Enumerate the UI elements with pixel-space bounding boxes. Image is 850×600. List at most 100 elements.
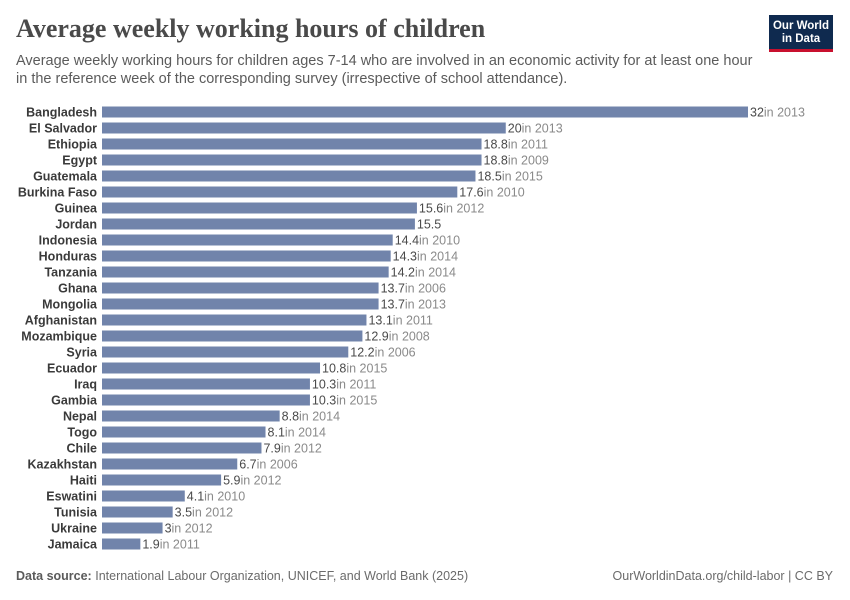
value-label: 7.9in 2012: [263, 442, 321, 456]
value-number: 14.3: [393, 250, 417, 264]
category-label: Mozambique: [21, 330, 97, 344]
value-number: 3.5: [175, 506, 192, 520]
year-label: in 2012: [443, 202, 484, 216]
category-label: El Salvador: [29, 122, 97, 136]
value-number: 14.4: [395, 234, 419, 248]
value-label: 3in 2012: [165, 522, 213, 536]
value-label: 20in 2013: [508, 122, 563, 136]
bar[interactable]: [102, 250, 391, 262]
bar[interactable]: [102, 266, 389, 278]
year-label: in 2012: [240, 474, 281, 488]
bar[interactable]: [102, 218, 415, 230]
value-number: 32: [750, 106, 764, 120]
category-label: Ecuador: [47, 362, 97, 376]
value-number: 10.3: [312, 378, 336, 392]
year-label: in 2013: [405, 298, 446, 312]
bar[interactable]: [102, 106, 748, 118]
source-text[interactable]: International Labour Organization, UNICE…: [95, 569, 469, 583]
bar[interactable]: [102, 298, 379, 310]
value-label: 18.8in 2011: [484, 138, 548, 152]
value-number: 20: [508, 122, 522, 136]
bar[interactable]: [102, 426, 266, 438]
chart-subtitle: Average weekly working hours for childre…: [16, 53, 753, 87]
value-number: 12.9: [364, 330, 388, 344]
value-label: 15.5: [417, 218, 441, 232]
value-label: 18.8in 2009: [484, 154, 549, 168]
bar[interactable]: [102, 362, 321, 374]
bar[interactable]: [102, 122, 506, 134]
bar[interactable]: [102, 474, 222, 486]
category-label: Indonesia: [39, 234, 98, 248]
category-label: Egypt: [62, 154, 98, 168]
bar[interactable]: [102, 314, 367, 326]
bar[interactable]: [102, 234, 393, 246]
category-label: Guinea: [55, 202, 98, 216]
category-label: Jamaica: [48, 538, 98, 552]
value-label: 4.1in 2010: [187, 490, 245, 504]
value-number: 13.7: [381, 298, 405, 312]
bar[interactable]: [102, 410, 280, 422]
year-label: in 2014: [415, 266, 456, 280]
bar[interactable]: [102, 154, 482, 166]
value-number: 13.7: [381, 282, 405, 296]
value-number: 7.9: [263, 442, 280, 456]
category-label: Gambia: [51, 394, 98, 408]
category-label: Togo: [67, 426, 97, 440]
year-label: in 2015: [336, 394, 377, 408]
year-label: in 2014: [299, 410, 340, 424]
year-label: in 2010: [419, 234, 460, 248]
year-label: in 2006: [375, 346, 416, 360]
category-label: Kazakhstan: [28, 458, 97, 472]
value-label: 12.2in 2006: [350, 346, 415, 360]
value-label: 14.4in 2010: [395, 234, 460, 248]
bar[interactable]: [102, 442, 262, 454]
category-label: Guatemala: [33, 170, 98, 184]
bar[interactable]: [102, 138, 482, 150]
year-label: in 2008: [389, 330, 430, 344]
value-number: 10.8: [322, 362, 346, 376]
category-label: Afghanistan: [25, 314, 97, 328]
value-number: 4.1: [187, 490, 204, 504]
value-number: 18.5: [477, 170, 501, 184]
source-label: Data source:: [16, 569, 92, 583]
category-label: Tanzania: [44, 266, 98, 280]
bar[interactable]: [102, 538, 141, 550]
year-label: in 2011: [508, 138, 548, 152]
year-label: in 2006: [405, 282, 446, 296]
bar[interactable]: [102, 490, 185, 502]
bar[interactable]: [102, 378, 310, 390]
category-label: Ethiopia: [48, 138, 98, 152]
year-label: in 2010: [484, 186, 525, 200]
value-label: 3.5in 2012: [175, 506, 233, 520]
bar[interactable]: [102, 394, 310, 406]
value-number: 8.1: [268, 426, 285, 440]
owid-logo[interactable]: Our World in Data: [769, 15, 833, 52]
bar[interactable]: [102, 346, 349, 358]
bar[interactable]: [102, 458, 238, 470]
value-label: 32in 2013: [750, 106, 805, 120]
bar[interactable]: [102, 186, 458, 198]
chart-title: Average weekly working hours of children: [16, 14, 486, 43]
year-label: in 2012: [172, 522, 213, 536]
value-number: 3: [165, 522, 172, 536]
year-label: in 2013: [522, 122, 563, 136]
bar[interactable]: [102, 330, 363, 342]
value-label: 5.9in 2012: [223, 474, 281, 488]
value-label: 17.6in 2010: [459, 186, 524, 200]
year-label: in 2009: [508, 154, 549, 168]
bar[interactable]: [102, 202, 417, 214]
year-label: in 2010: [204, 490, 245, 504]
footer-source: Data source: International Labour Organi…: [16, 569, 468, 583]
year-label: in 2011: [336, 378, 376, 392]
year-label: in 2012: [281, 442, 322, 456]
bar[interactable]: [102, 282, 379, 294]
value-number: 8.8: [282, 410, 299, 424]
bar[interactable]: [102, 506, 173, 518]
category-label: Syria: [66, 346, 98, 360]
year-label: in 2015: [346, 362, 387, 376]
value-label: 10.3in 2011: [312, 378, 376, 392]
bar[interactable]: [102, 522, 163, 534]
footer-url[interactable]: OurWorldinData.org/child-labor | CC BY: [612, 569, 833, 583]
bar[interactable]: [102, 170, 476, 182]
value-label: 10.8in 2015: [322, 362, 387, 376]
